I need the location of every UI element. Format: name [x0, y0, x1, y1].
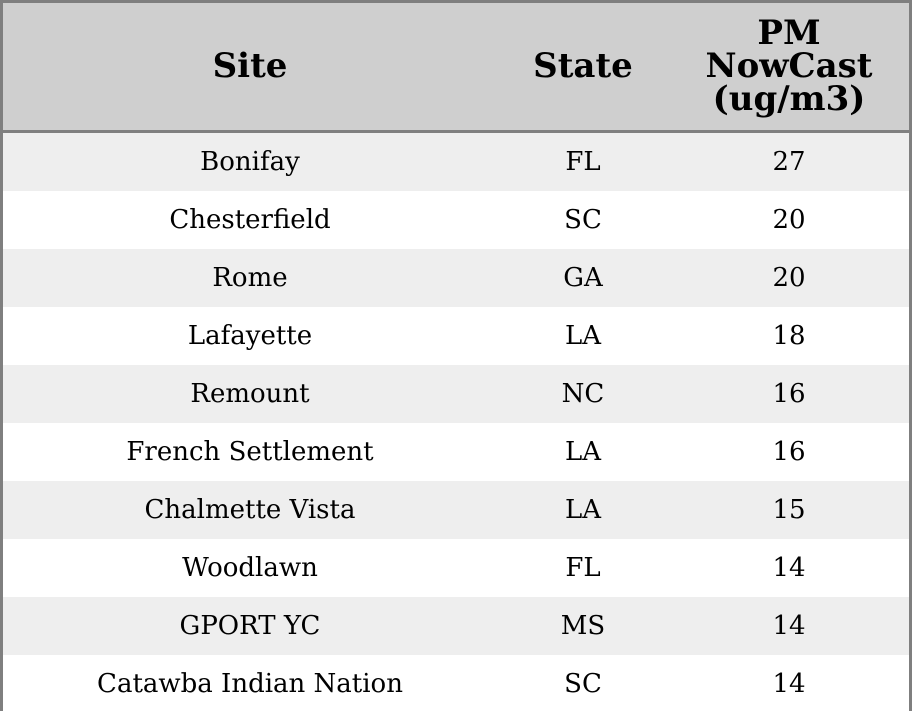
- state-cell: FL: [565, 147, 601, 177]
- site-cell: GPORT YC: [179, 611, 321, 641]
- table-body: Bonifay FL 27 Chesterfield SC 20 Rome GA 20 Lafay…: [3, 133, 909, 713]
- state-cell: LA: [564, 321, 602, 351]
- pm-value-cell: 14: [772, 611, 806, 641]
- pm-value-cell: 20: [772, 205, 806, 235]
- table-row: Bonifay FL 27: [3, 133, 909, 191]
- pm-value-cell: 20: [772, 263, 806, 293]
- site-cell: Bonifay: [200, 147, 300, 177]
- header-state: State: [533, 46, 633, 86]
- state-cell: SC: [564, 205, 602, 235]
- state-cell: NC: [561, 379, 605, 409]
- table-row: Catawba Indian Nation SC 14: [3, 655, 909, 713]
- site-cell: Rome: [212, 263, 288, 293]
- table-row: Chesterfield SC 20: [3, 191, 909, 249]
- site-cell: French Settlement: [126, 437, 374, 467]
- site-cell: Remount: [190, 379, 310, 409]
- header-site: Site: [212, 46, 288, 86]
- site-cell: Chesterfield: [169, 205, 331, 235]
- table-row: Rome GA 20: [3, 249, 909, 307]
- state-cell: LA: [564, 495, 602, 525]
- table-row: Woodlawn FL 14: [3, 539, 909, 597]
- table-row: GPORT YC MS 14: [3, 597, 909, 655]
- pm-value-cell: 27: [772, 147, 806, 177]
- state-cell: FL: [565, 553, 601, 583]
- state-cell: MS: [560, 611, 606, 641]
- pm-value-cell: 18: [772, 321, 806, 351]
- table-row: French Settlement LA 16: [3, 423, 909, 481]
- pm-value-cell: 15: [772, 495, 806, 525]
- state-cell: LA: [564, 437, 602, 467]
- table-row: Chalmette Vista LA 15: [3, 481, 909, 539]
- pm-value-cell: 14: [772, 553, 806, 583]
- table-row: Remount NC 16: [3, 365, 909, 423]
- pm-value-cell: 14: [772, 669, 806, 699]
- pm-value-cell: 16: [772, 437, 806, 467]
- state-cell: GA: [563, 263, 603, 293]
- state-cell: SC: [564, 669, 602, 699]
- site-cell: Woodlawn: [182, 553, 318, 583]
- header-pm-nowcast: PM NowCast (ug/m3): [705, 13, 873, 119]
- site-cell: Chalmette Vista: [144, 495, 356, 525]
- site-cell: Lafayette: [187, 321, 313, 351]
- table-header: Site State PM NowCast (ug/m3): [3, 3, 909, 133]
- site-cell: Catawba Indian Nation: [97, 669, 403, 699]
- table-row: Lafayette LA 18: [3, 307, 909, 365]
- pm-value-cell: 16: [772, 379, 806, 409]
